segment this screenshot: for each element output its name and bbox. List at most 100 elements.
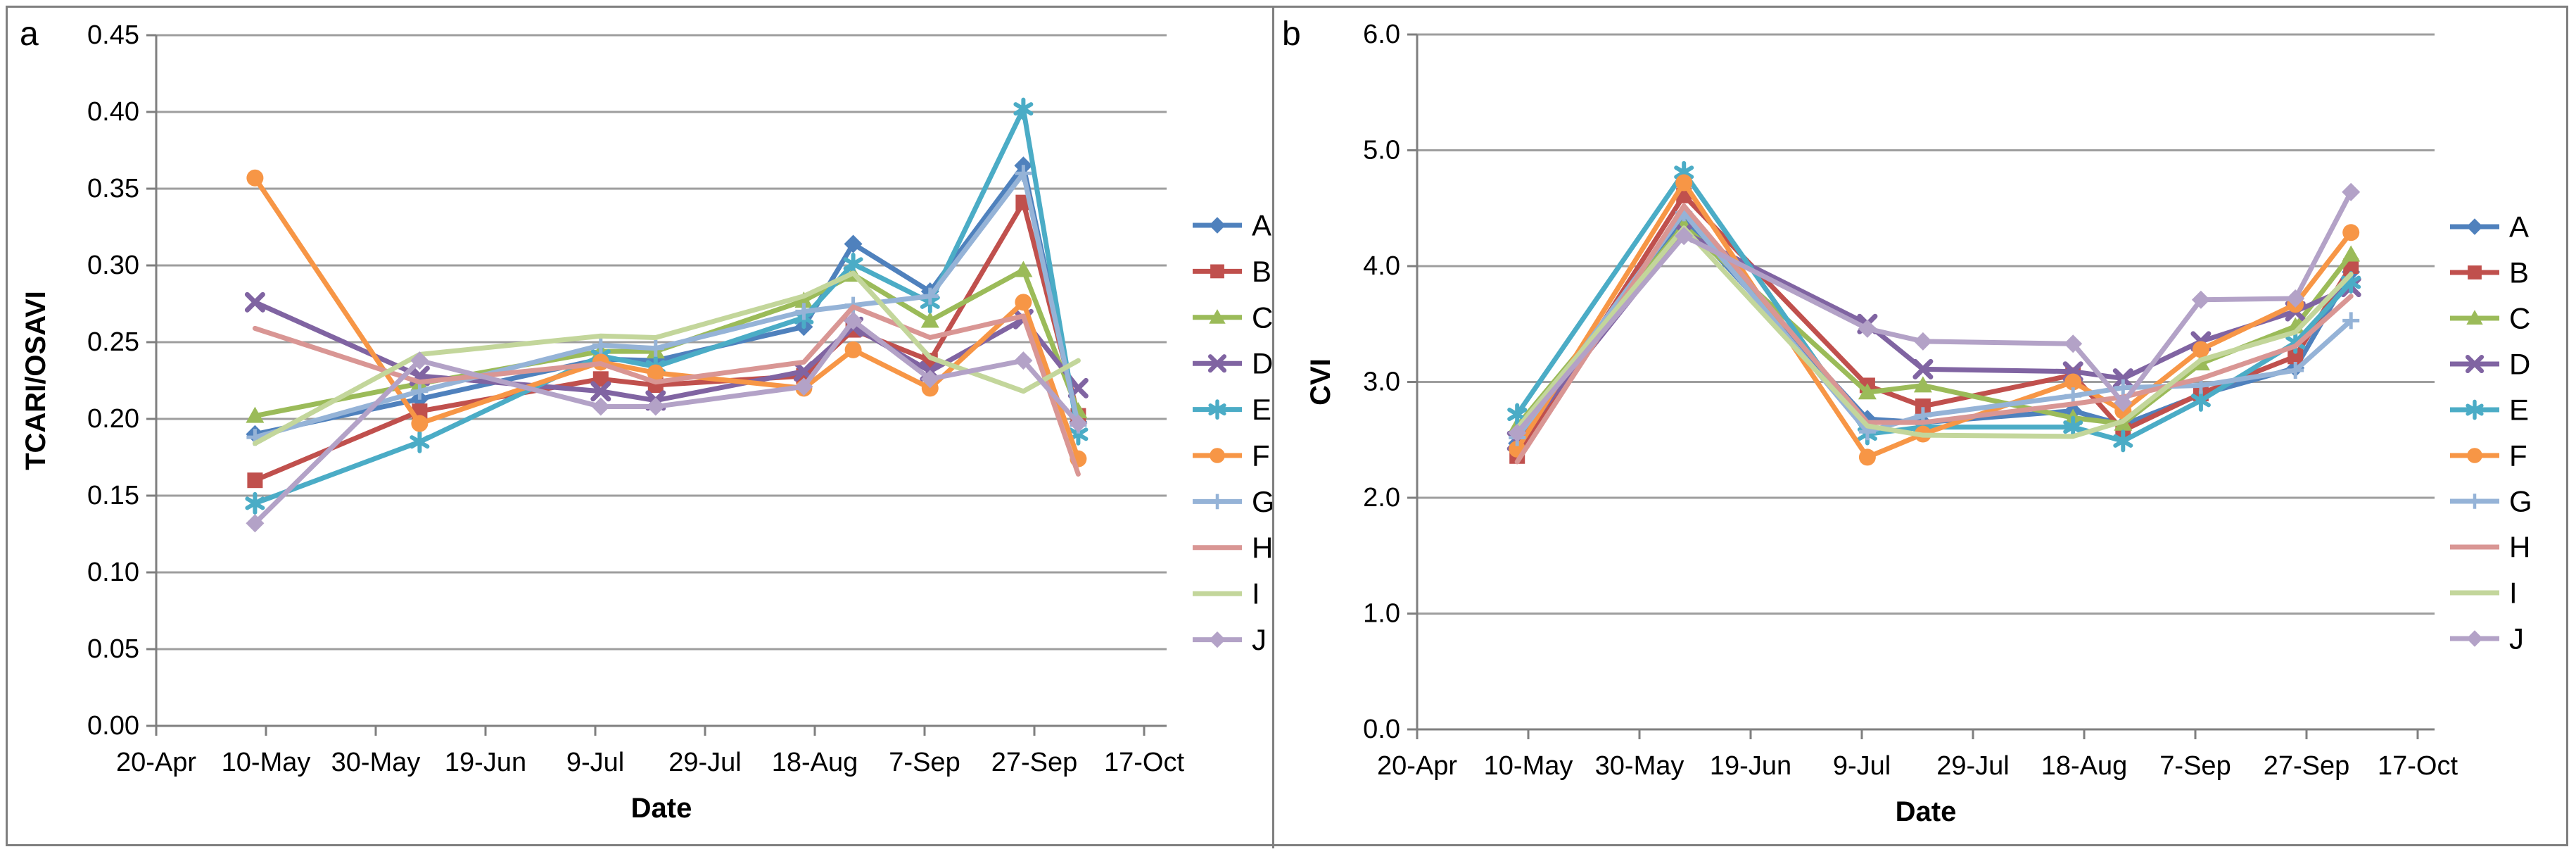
asterisk-marker-icon bbox=[2190, 389, 2211, 412]
circle-marker-icon bbox=[844, 341, 862, 358]
legend-label-J: J bbox=[1252, 623, 1267, 656]
legend-label-H: H bbox=[1252, 531, 1273, 564]
x-tick-label: 29-Jul bbox=[668, 748, 742, 777]
square-marker-icon bbox=[2468, 265, 2482, 280]
x-tick-label: 10-May bbox=[1484, 751, 1573, 781]
legend-label-G: G bbox=[2509, 485, 2532, 518]
x-marker-icon bbox=[1912, 358, 1934, 379]
diamond-marker-icon bbox=[1913, 332, 1932, 351]
diamond-marker-icon bbox=[1858, 319, 1877, 338]
diamond-marker-icon bbox=[2114, 394, 2133, 413]
legend-label-G: G bbox=[1252, 485, 1274, 518]
y-tick-label: 0.00 bbox=[87, 711, 139, 741]
x-tick-label: 20-Apr bbox=[116, 748, 196, 777]
circle-marker-icon bbox=[1015, 294, 1032, 311]
y-tick-label: 4.0 bbox=[1363, 251, 1400, 281]
y-tick-label: 1.0 bbox=[1363, 599, 1400, 629]
series-line-C bbox=[1514, 222, 2354, 429]
asterisk-marker-icon bbox=[1013, 97, 1034, 120]
x-tick-label: 7-Sep bbox=[889, 748, 960, 777]
square-marker-icon bbox=[1915, 398, 1931, 415]
y-tick-label: 5.0 bbox=[1363, 136, 1400, 165]
diamond-marker-icon bbox=[844, 234, 863, 253]
plus-marker-icon bbox=[2287, 362, 2304, 379]
circle-marker-icon bbox=[246, 169, 264, 187]
asterisk-marker-icon bbox=[245, 491, 265, 515]
y-tick-label: 0.0 bbox=[1363, 715, 1400, 744]
circle-marker-icon bbox=[647, 364, 664, 382]
plus-marker-icon bbox=[1015, 165, 1032, 182]
y-tick-label: 0.45 bbox=[87, 20, 139, 50]
x-tick-label: 27-Sep bbox=[991, 748, 1078, 777]
series-line-I bbox=[1514, 225, 2354, 439]
y-tick-label: 0.20 bbox=[87, 404, 139, 434]
legend-label-D: D bbox=[1252, 347, 1273, 380]
legend-label-C: C bbox=[2509, 302, 2530, 335]
x-marker-icon bbox=[590, 381, 611, 402]
x-tick-label: 20-Apr bbox=[1377, 751, 1457, 781]
legend-label-H: H bbox=[2509, 531, 2530, 564]
legend-label-C: C bbox=[1252, 301, 1273, 334]
series-line-J bbox=[252, 318, 1081, 526]
legend-label-E: E bbox=[1252, 393, 1271, 426]
x-marker-icon bbox=[2465, 354, 2485, 374]
chart-panel-a: 0.00 0.05 0.10 0.15 0.20 0.25 0.30 0.35 0.40 0.45… bbox=[20, 15, 1274, 824]
plus-marker-icon bbox=[2342, 312, 2360, 329]
x-marker-icon bbox=[2112, 368, 2133, 389]
triangle-marker-icon bbox=[246, 406, 265, 423]
x-tick-label: 17-Oct bbox=[1104, 748, 1184, 777]
circle-marker-icon bbox=[2192, 341, 2209, 358]
square-marker-icon bbox=[1210, 264, 1224, 279]
triangle-marker-icon bbox=[1014, 260, 1033, 277]
triangle-marker-icon bbox=[2342, 245, 2361, 262]
circle-marker-icon bbox=[2342, 224, 2360, 241]
y-axis-title: CVI bbox=[1305, 358, 1336, 406]
diamond-marker-icon bbox=[2466, 630, 2483, 647]
circle-marker-icon bbox=[2064, 373, 2082, 391]
legend-label-A: A bbox=[2509, 211, 2529, 244]
circle-marker-icon bbox=[1858, 448, 1876, 466]
x-marker-icon bbox=[244, 291, 265, 313]
y-tick-label: 0.25 bbox=[87, 327, 139, 357]
y-axis-title: TCARI/OSAVI bbox=[20, 291, 51, 470]
y-tick-label: 0.30 bbox=[87, 251, 139, 280]
y-tick-label: 2.0 bbox=[1363, 483, 1400, 513]
x-tick-label: 18-Aug bbox=[2041, 751, 2128, 781]
y-tick-label: 0.40 bbox=[87, 97, 139, 127]
series-line-H bbox=[1514, 203, 2354, 465]
x-tick-label: 29-Jul bbox=[1936, 751, 2010, 781]
legend-label-F: F bbox=[1252, 439, 1270, 472]
diamond-marker-icon bbox=[844, 311, 863, 330]
asterisk-marker-icon bbox=[1507, 403, 1528, 426]
y-tick-label: 0.35 bbox=[87, 174, 139, 203]
x-tick-label: 19-Jun bbox=[1710, 751, 1791, 781]
legend-label-I: I bbox=[1252, 577, 1260, 610]
x-tick-label: 27-Sep bbox=[2264, 751, 2350, 781]
y-tick-label: 0.05 bbox=[87, 634, 139, 664]
legend-label-D: D bbox=[2509, 348, 2530, 381]
legend-label-J: J bbox=[2509, 622, 2524, 655]
circle-marker-icon bbox=[2467, 448, 2482, 463]
legend-label-F: F bbox=[2509, 439, 2527, 472]
x-tick-label: 19-Jun bbox=[445, 748, 526, 777]
triangle-marker-icon bbox=[1209, 309, 1226, 324]
plus-marker-icon bbox=[411, 382, 429, 400]
circle-marker-icon bbox=[1675, 174, 1693, 191]
series-line-J bbox=[1514, 189, 2354, 436]
plus-marker-icon bbox=[2114, 379, 2132, 396]
diamond-marker-icon bbox=[1014, 351, 1033, 370]
y-tick-label: 0.15 bbox=[87, 481, 139, 510]
diamond-marker-icon bbox=[591, 397, 610, 416]
plus-marker-icon bbox=[921, 287, 939, 305]
diamond-marker-icon bbox=[2286, 289, 2305, 308]
x-tick-label: 30-May bbox=[1595, 751, 1684, 781]
x-tick-label: 18-Aug bbox=[772, 748, 858, 777]
diamond-marker-icon bbox=[246, 514, 265, 533]
x-tick-label: 7-Sep bbox=[2159, 751, 2231, 781]
diamond-marker-icon bbox=[1069, 414, 1088, 433]
x-axis-title: Date bbox=[631, 793, 692, 824]
triangle-marker-icon bbox=[920, 311, 939, 328]
diamond-marker-icon bbox=[920, 370, 939, 389]
plus-marker-icon bbox=[2467, 494, 2482, 509]
square-marker-icon bbox=[247, 472, 263, 489]
